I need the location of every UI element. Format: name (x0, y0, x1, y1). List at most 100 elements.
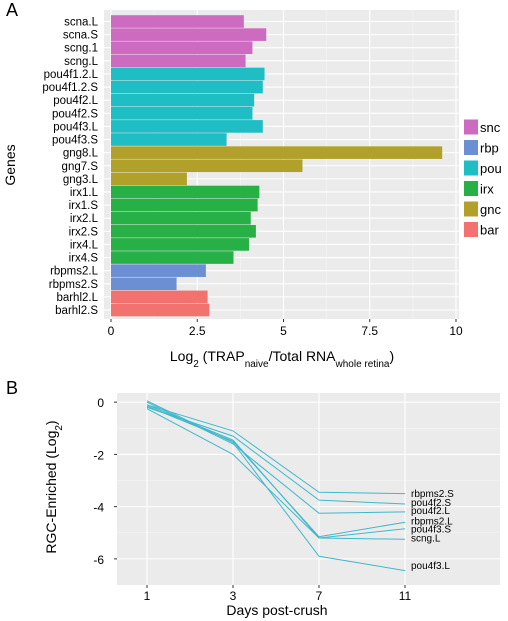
legend-swatch-gnc (464, 201, 478, 217)
gene-label: irx4.S (69, 253, 99, 265)
legend-swatch-irx (464, 181, 478, 196)
bar-irx2.L (111, 211, 251, 225)
gene-label: pou4f2.L (53, 95, 98, 107)
legend-label-pou: pou (480, 161, 502, 176)
panel-a-x-ticks: 0 2.5 5 7.5 10 (108, 319, 463, 338)
panel-a-x-tick-label: 2.5 (189, 324, 206, 338)
panel-b-label: B (6, 378, 18, 398)
gene-label: pou4f2.S (52, 108, 98, 120)
panel-b-plot-background (117, 393, 500, 585)
panel-a-x-tick-label: 0 (108, 324, 115, 338)
legend-label-snc: snc (480, 120, 501, 135)
bar-scng.L (111, 54, 246, 68)
panel-a-y-axis-title: Genes (2, 144, 18, 185)
gene-label: irx1.S (69, 200, 99, 212)
gene-label: scng.1 (64, 43, 98, 55)
gene-label: gng3.L (63, 174, 99, 186)
bar-scna.S (111, 28, 267, 41)
panel-b-gridlines (117, 393, 500, 585)
gene-label: rbpms2.L (50, 266, 99, 278)
gene-label: rbpms2.S (49, 279, 99, 291)
panel-b: B rbpms2.Spou4f2.Spou4f2.Lrbpms2.Lpou4f3… (6, 378, 500, 618)
panel-b-y-tick-label: -2 (93, 448, 104, 462)
bar-rbpms2.S (111, 277, 177, 291)
gene-label: pou4f3.L (53, 121, 98, 133)
gene-label: scna.S (63, 30, 98, 42)
panel-b-x-ticks: 1 3 7 11 (144, 585, 412, 603)
gene-label: scna.L (64, 17, 98, 29)
bar-rbpms2.L (111, 264, 206, 277)
gene-label: pou4f1.2.S (42, 82, 98, 94)
bar-irx1.L (111, 185, 260, 199)
panel-b-x-tick-label: 3 (230, 589, 237, 603)
panel-b-end-labels: rbpms2.Spou4f2.Spou4f2.Lrbpms2.Lpou4f3.S… (411, 489, 454, 572)
bar-gng3.L (111, 172, 187, 186)
gene-label: barhl2.S (55, 305, 98, 317)
gene-label: irx1.L (70, 187, 99, 199)
end-label: scng.L (411, 533, 441, 544)
panel-a-bars (111, 15, 443, 317)
legend-label-gnc: gnc (480, 202, 501, 217)
panel-b-x-tick-label: 7 (316, 589, 323, 603)
bar-gng7.S (111, 159, 303, 173)
gene-label: gng7.S (62, 161, 99, 173)
bar-irx2.S (111, 225, 256, 238)
legend-swatch-pou (464, 160, 478, 176)
bar-pou4f3.S (111, 133, 227, 146)
end-label: pou4f2.S (411, 498, 451, 509)
line-rbpms2.S (146, 404, 406, 495)
panel-b-y-tick-label: 0 (97, 396, 104, 410)
panel-b-y-axis-title: RGC-Enriched (Log2) (43, 420, 65, 553)
line-pou4f3.S (146, 404, 406, 539)
gene-label: irx4.L (70, 239, 99, 251)
bar-scng.1 (111, 41, 253, 55)
end-label: pou4f3.S (411, 524, 451, 535)
panel-b-y-tick-label: -6 (93, 553, 104, 567)
panel-a: A scna.Lscna.Sscng.1scng.Lpou4f1.2.Lpou4… (2, 0, 507, 370)
legend-swatch-rbp (464, 140, 478, 155)
bar-barhl2.L (111, 290, 208, 304)
end-label: pou4f3.L (411, 561, 450, 572)
gene-label: irx2.S (69, 226, 99, 238)
legend-label-irx: irx (480, 182, 494, 197)
gene-label: gng8.L (63, 148, 99, 160)
bar-irx4.L (111, 238, 249, 251)
gene-label: barhl2.L (56, 292, 98, 304)
panel-b-x-tick-label: 11 (399, 589, 412, 603)
end-label: pou4f2.L (411, 506, 450, 517)
gene-label: irx2.L (70, 213, 99, 225)
legend-background (461, 116, 507, 241)
bar-pou4f2.L (111, 93, 255, 107)
bar-pou4f3.L (111, 120, 263, 133)
panel-a-x-tick-label: 5 (280, 324, 287, 338)
gene-label: scng.L (64, 56, 98, 68)
panel-a-x-axis-title: Log2 (TRAPnaive/Total RNAwhole retina) (170, 348, 394, 370)
end-label: rbpms2.L (411, 517, 453, 528)
panel-a-x-tick-label: 7.5 (361, 324, 378, 338)
gene-label: pou4f1.2.L (44, 69, 99, 81)
bar-pou4f1.2.L (111, 67, 265, 81)
panel-b-series-lines (146, 400, 406, 572)
legend-swatch-bar (464, 222, 478, 237)
bar-barhl2.S (111, 303, 210, 317)
bar-pou4f1.2.S (111, 80, 263, 94)
panel-a-legend: snc rbp pou irx gnc bar (461, 116, 507, 241)
legend-label-bar: bar (480, 223, 499, 238)
gene-label: pou4f3.S (52, 135, 98, 147)
bar-pou4f2.S (111, 106, 253, 120)
line-scng.L (146, 408, 406, 540)
panel-b-y-tick-label: -4 (93, 501, 104, 515)
panel-b-y-ticks: 0 -2 -4 -6 (93, 396, 117, 567)
bar-scna.L (111, 15, 244, 28)
panel-a-x-tick-label: 10 (449, 324, 463, 338)
legend-swatch-snc (464, 119, 478, 135)
bar-gng8.L (111, 146, 443, 159)
end-label: rbpms2.S (411, 489, 454, 500)
bar-irx4.S (111, 251, 234, 264)
line-pou4f2.L (146, 401, 406, 514)
panel-b-x-axis-title: Days post-crush (226, 602, 327, 618)
bar-irx1.S (111, 198, 258, 212)
panel-a-gene-labels: scna.Lscna.Sscng.1scng.Lpou4f1.2.Lpou4f1… (42, 17, 98, 318)
panel-a-label: A (6, 0, 18, 20)
